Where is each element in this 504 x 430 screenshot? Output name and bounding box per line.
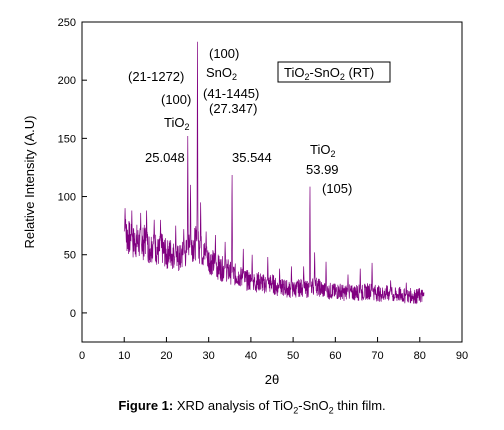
x-tick-label: 50 <box>287 350 299 362</box>
annotation-27-347: (27.347) <box>209 101 257 116</box>
annotation-21-1272: (21-1272) <box>128 69 184 84</box>
x-tick-label: 90 <box>456 350 468 362</box>
annotation-sno2-100: (100) <box>209 46 239 61</box>
caption-text: XRD analysis of TiO2-SnO2 thin film. <box>176 398 386 416</box>
legend-text: TiO2-SnO2 (RT) <box>284 65 374 82</box>
x-tick-label: 0 <box>79 350 85 362</box>
x-tick-label: 60 <box>329 350 341 362</box>
y-axis-label: Relative Intensity (A.U) <box>22 116 37 249</box>
x-tick-label: 40 <box>245 350 257 362</box>
y-tick-label: 250 <box>58 17 76 29</box>
y-tick-label: 100 <box>58 192 76 204</box>
plot-frame <box>81 21 463 343</box>
peak-annotations: (21-1272) (100) TiO2 25.048 (100) SnO2 (… <box>128 46 352 196</box>
annotation-tio2-a: TiO2 <box>164 115 189 132</box>
legend-box: TiO2-SnO2 (RT) <box>277 61 391 83</box>
y-tick-label: 0 <box>70 308 76 320</box>
caption-label: Figure 1: <box>118 398 174 413</box>
y-axis-ticks: 0 50 100 150 200 250 <box>58 17 87 320</box>
x-axis-ticks: 0 10 20 30 40 50 60 70 80 90 <box>79 337 468 362</box>
xrd-series-line <box>123 41 425 305</box>
x-tick-label: 20 <box>160 350 172 362</box>
y-tick-label: 200 <box>58 75 76 87</box>
figure-caption: Figure 1: XRD analysis of TiO2-SnO2 thin… <box>0 398 504 416</box>
y-tick-label: 150 <box>58 133 76 145</box>
xrd-chart: 0 10 20 30 40 50 60 70 80 90 0 50 100 150 200 250 2θ R… <box>22 17 468 387</box>
annotation-tio2-100: (100) <box>161 92 191 107</box>
x-tick-label: 10 <box>118 350 130 362</box>
x-tick-label: 80 <box>414 350 426 362</box>
annotation-105: (105) <box>322 181 352 196</box>
annotation-41-1445: (41-1445) <box>203 86 259 101</box>
annotation-25-048: 25.048 <box>145 150 185 165</box>
y-tick-label: 50 <box>64 250 76 262</box>
annotation-53-99: 53.99 <box>306 162 339 177</box>
annotation-tio2-b: TiO2 <box>310 142 335 159</box>
x-axis-label: 2θ <box>265 372 279 387</box>
x-tick-label: 30 <box>203 350 215 362</box>
annotation-35-544: 35.544 <box>232 150 272 165</box>
annotation-sno2: SnO2 <box>206 65 237 82</box>
x-tick-label: 70 <box>371 350 383 362</box>
legend-border <box>277 61 391 83</box>
